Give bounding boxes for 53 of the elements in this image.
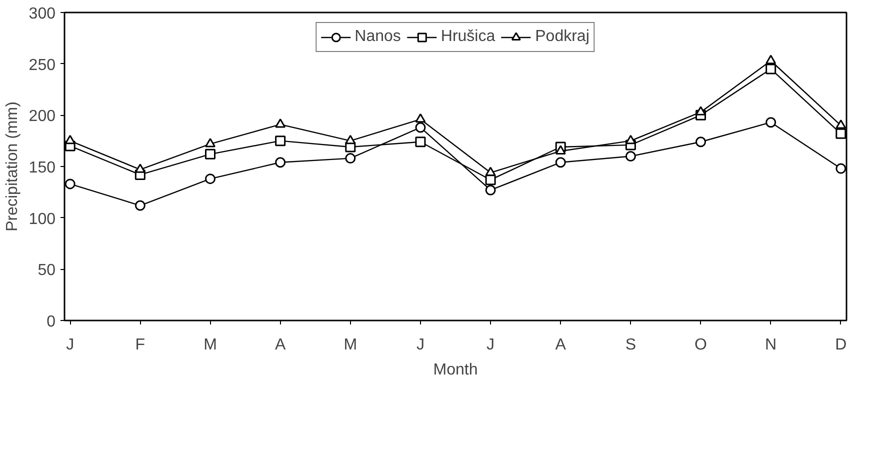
point (836, 128, 846, 139)
x-tick-label: A (274, 336, 286, 354)
legend-label: Nanos (354, 28, 401, 46)
point (625, 150, 636, 162)
point (696, 106, 706, 116)
x-tick-label: O (694, 336, 707, 354)
x-tick-label: J (486, 336, 495, 354)
point (625, 134, 636, 144)
point (205, 174, 216, 184)
y-tick-label: 150 (28, 160, 56, 176)
y-tick-label: 300 (28, 6, 56, 22)
y-tick-label: 50 (38, 262, 56, 280)
x-tick-label: S (625, 336, 636, 354)
x-tick-label: J (66, 336, 74, 354)
point (345, 134, 356, 144)
x-tick-label: F (135, 336, 146, 354)
y-tick-label: 200 (28, 108, 56, 126)
legend-label: Hrušica (440, 28, 496, 46)
point (205, 148, 216, 160)
point (766, 54, 776, 64)
x-tick-label: M (204, 336, 217, 354)
x-tick-label: D (835, 336, 847, 354)
point (415, 113, 426, 123)
point (415, 122, 426, 133)
point (766, 117, 776, 128)
x-tick-label: A (555, 336, 566, 354)
x-tick-label: N (765, 336, 777, 354)
point (485, 184, 496, 196)
point (205, 138, 216, 148)
y-tick-label: 0 (46, 314, 56, 330)
legend-label: Podkraj (535, 28, 590, 46)
point (836, 119, 846, 129)
point (766, 64, 776, 74)
x-tick-label: M (344, 336, 358, 354)
point (345, 153, 356, 164)
point (696, 136, 706, 148)
point (485, 166, 496, 176)
point (555, 145, 566, 154)
point (64, 134, 76, 144)
y-tick-label: 250 (28, 56, 56, 74)
x-axis-title: Month (433, 362, 478, 378)
y-tick-label: 100 (28, 210, 56, 228)
point (555, 157, 566, 168)
point (134, 164, 146, 173)
y-axis-title: Precipitation (mm) (4, 102, 21, 232)
point (134, 200, 146, 211)
point (415, 136, 426, 148)
point (275, 157, 286, 168)
point (275, 118, 286, 128)
point (275, 136, 286, 146)
point (64, 178, 76, 190)
x-tick-label: J (416, 336, 424, 354)
point (836, 163, 846, 174)
